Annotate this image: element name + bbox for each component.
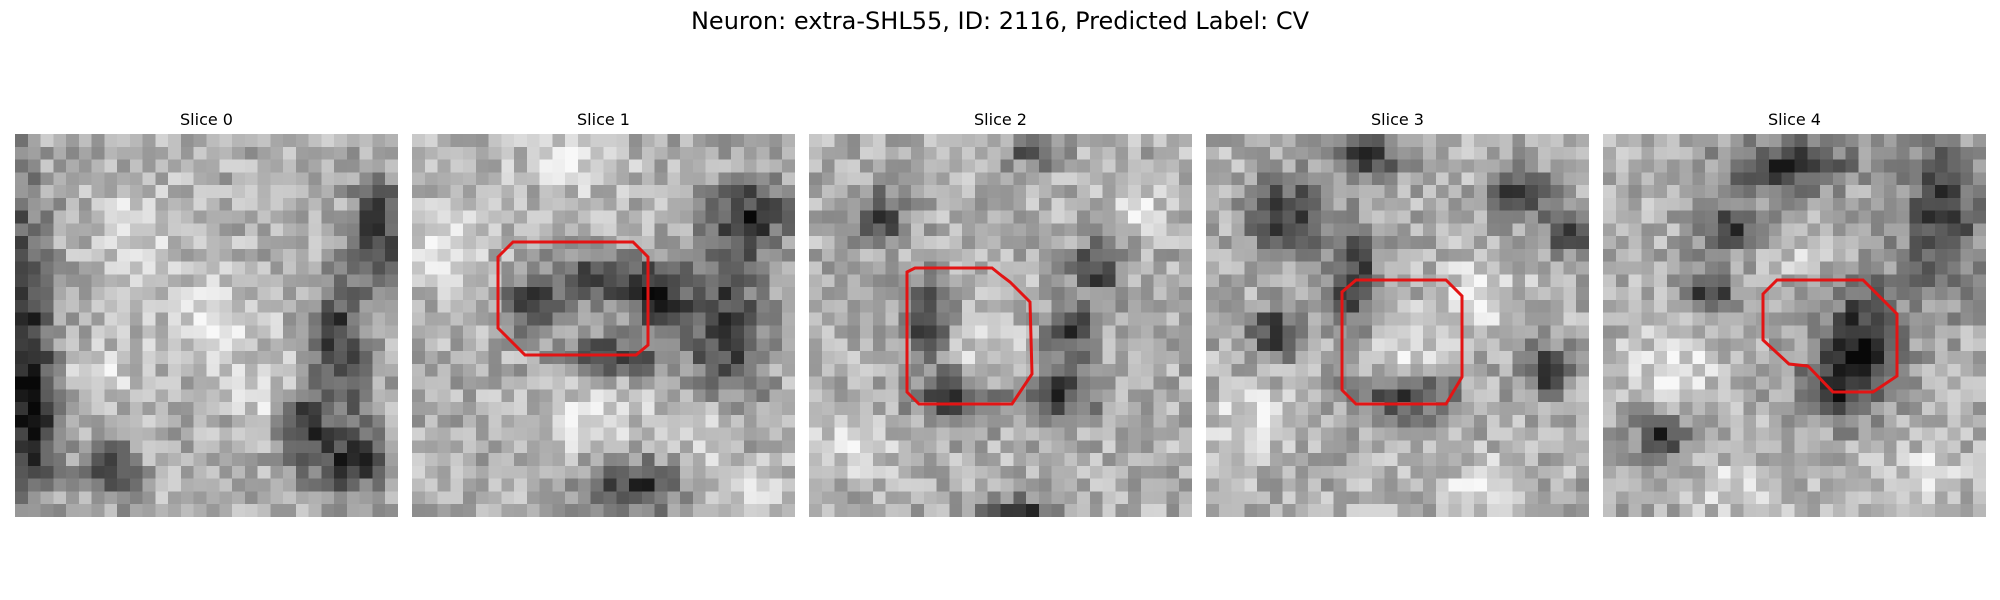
slice-title: Slice 3 (1371, 110, 1424, 129)
segmentation-contour (496, 240, 650, 357)
slice-panel-4: Slice 4 (1603, 110, 1986, 517)
slice-title: Slice 1 (577, 110, 630, 129)
figure-title: Neuron: extra-SHL55, ID: 2116, Predicted… (690, 7, 1310, 35)
slice-panel-1: Slice 1 (412, 110, 795, 517)
contour-overlay (1761, 278, 1899, 394)
slice-image (1206, 134, 1589, 517)
contour-overlay (905, 266, 1034, 406)
slice-title: Slice 4 (1768, 110, 1821, 129)
segmentation-contour (1761, 278, 1899, 394)
slice-panel-0: Slice 0 (15, 110, 398, 517)
contour-overlay (496, 240, 650, 357)
slice-image (15, 134, 398, 517)
segmentation-contour (905, 266, 1034, 406)
slice-image (809, 134, 1192, 517)
slice-panel-2: Slice 2 (809, 110, 1192, 517)
slice-image (412, 134, 795, 517)
slice-image (1603, 134, 1986, 517)
slice-title: Slice 2 (974, 110, 1027, 129)
slice-title: Slice 0 (180, 110, 233, 129)
slice-panel-3: Slice 3 (1206, 110, 1589, 517)
segmentation-contour (1340, 278, 1464, 406)
contour-overlay (1340, 278, 1464, 406)
